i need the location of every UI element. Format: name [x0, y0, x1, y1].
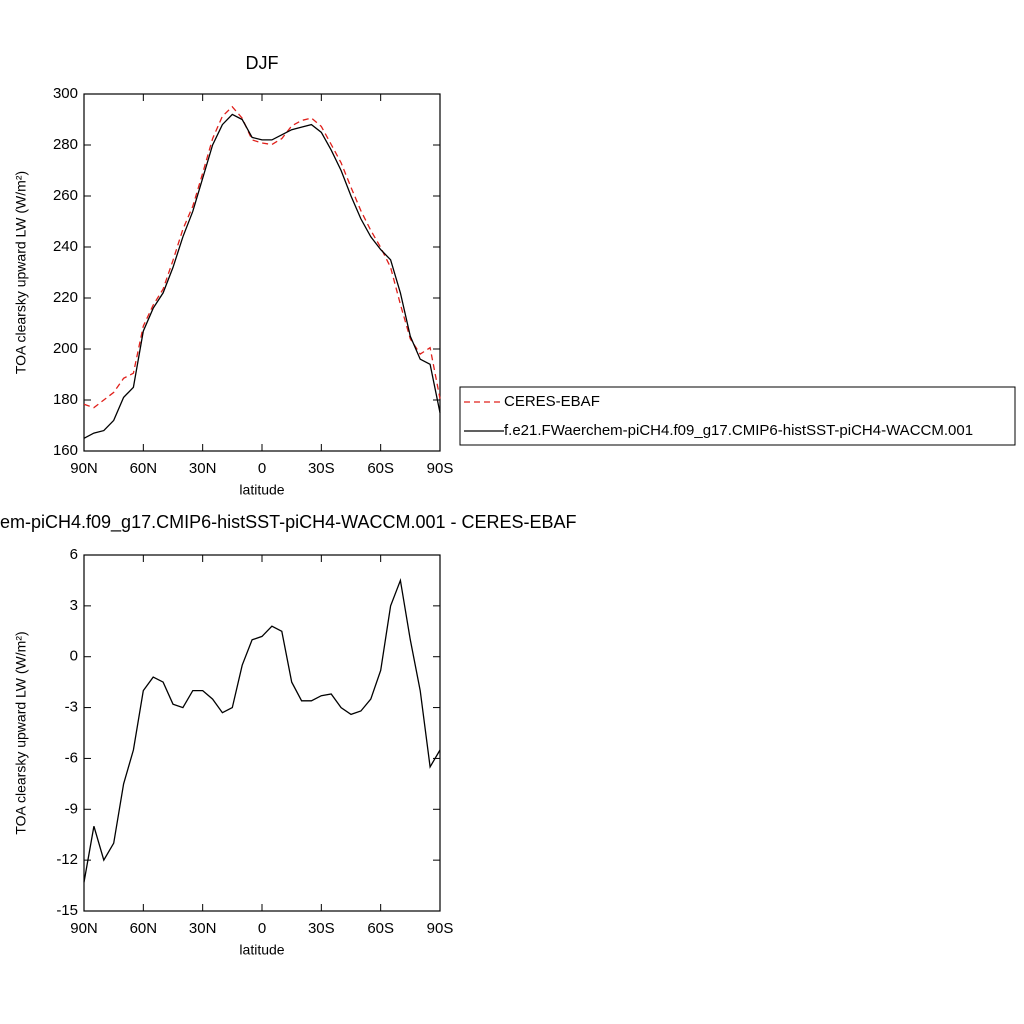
y-tick-label: -12 — [56, 851, 78, 868]
y-tick-label: 6 — [70, 546, 78, 563]
y-tick-label: 240 — [53, 238, 78, 255]
x-tick-label: 0 — [258, 460, 266, 477]
y-tick-label: 180 — [53, 391, 78, 408]
x-tick-label: 30S — [308, 920, 335, 937]
x-tick-label: 90S — [427, 920, 454, 937]
y-tick-label: 3 — [70, 597, 78, 614]
x-tick-label: 60S — [367, 460, 394, 477]
y-tick-label: 200 — [53, 340, 78, 357]
plot-frame — [83, 93, 441, 452]
y-axis-label: TOA clearsky upward LW (W/m²) — [13, 631, 29, 834]
legend-box — [459, 386, 1016, 446]
y-tick-label: 0 — [70, 648, 78, 665]
y-tick-label: 280 — [53, 136, 78, 153]
x-tick-label: 60S — [367, 920, 394, 937]
x-tick-label: 0 — [258, 920, 266, 937]
x-tick-label: 60N — [130, 460, 158, 477]
y-axis-label: TOA clearsky upward LW (W/m²) — [13, 171, 29, 374]
legend-label: f.e21.FWaerchem-piCH4.f09_g17.CMIP6-hist… — [504, 422, 973, 439]
x-tick-label: 90N — [70, 460, 98, 477]
y-tick-label: 300 — [53, 85, 78, 102]
series-line — [83, 105, 441, 409]
series-line — [83, 113, 441, 439]
y-tick-label: -15 — [56, 902, 78, 919]
y-tick-label: -3 — [65, 699, 78, 716]
x-tick-label: 90S — [427, 460, 454, 477]
y-tick-label: -6 — [65, 749, 78, 766]
legend-label: CERES-EBAF — [504, 393, 600, 410]
y-tick-label: 220 — [53, 289, 78, 306]
y-tick-label: -9 — [65, 800, 78, 817]
x-tick-label: 30N — [189, 920, 217, 937]
x-tick-label: 30N — [189, 460, 217, 477]
series-line — [83, 577, 441, 883]
x-tick-label: 60N — [130, 920, 158, 937]
x-axis-label: latitude — [239, 482, 284, 498]
y-tick-label: 260 — [53, 187, 78, 204]
x-tick-label: 30S — [308, 460, 335, 477]
y-tick-label: 160 — [53, 442, 78, 459]
plot-frame — [83, 554, 441, 912]
chart-title: em-piCH4.f09_g17.CMIP6-histSST-piCH4-WAC… — [0, 512, 577, 533]
chart-title: DJF — [246, 53, 279, 73]
x-tick-label: 90N — [70, 920, 98, 937]
x-axis-label: latitude — [239, 942, 284, 958]
